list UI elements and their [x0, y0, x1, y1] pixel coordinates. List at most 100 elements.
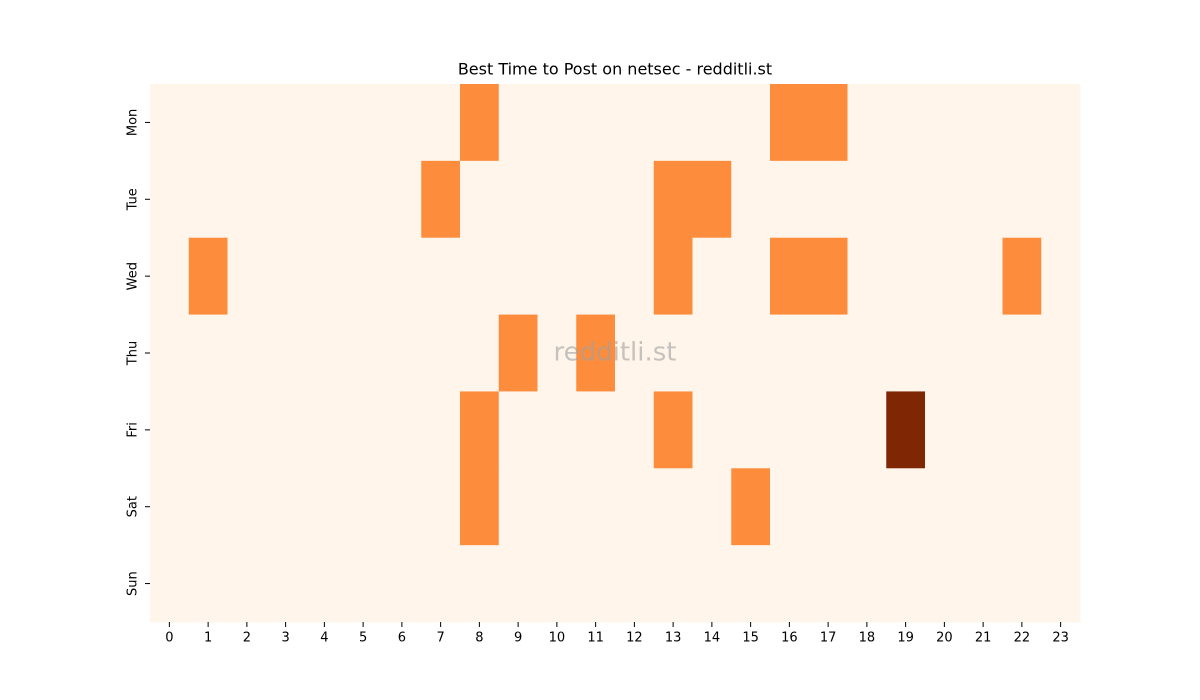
heat-cell	[963, 84, 1003, 162]
heat-cell	[343, 314, 383, 392]
heat-cell	[770, 237, 810, 316]
x-tick-label: 9	[514, 631, 522, 646]
heat-cell	[227, 545, 267, 623]
heat-cell	[421, 314, 461, 392]
heat-cell	[305, 84, 345, 162]
heat-cell	[770, 84, 810, 162]
x-tick-label: 13	[665, 631, 682, 646]
heat-cell	[150, 314, 190, 392]
heat-cell	[188, 84, 228, 162]
y-tick-label: Tue	[126, 188, 141, 211]
heat-cell	[150, 160, 190, 239]
heat-cell	[886, 545, 926, 623]
heat-cell	[498, 468, 538, 546]
heat-cell	[808, 237, 848, 316]
heat-cell	[615, 545, 655, 623]
heat-cell	[150, 237, 190, 316]
heat-cell	[343, 468, 383, 546]
heat-cell	[227, 391, 267, 469]
x-tick-label: 3	[281, 631, 289, 646]
heat-cell	[653, 391, 693, 469]
heat-cell	[266, 237, 306, 316]
heat-cell	[227, 468, 267, 546]
heat-cell	[770, 545, 810, 623]
heat-cell	[886, 160, 926, 239]
heat-cell	[227, 237, 267, 316]
heat-cell	[692, 314, 732, 392]
heat-cell	[343, 545, 383, 623]
heat-cell	[925, 545, 965, 623]
heat-cell	[615, 84, 655, 162]
heat-cell	[150, 84, 190, 162]
heat-cell	[382, 391, 422, 469]
heat-cell	[188, 160, 228, 239]
heat-cell	[653, 160, 693, 239]
heat-cell	[498, 314, 538, 392]
chart-title: Best Time to Post on netsec - redditli.s…	[458, 60, 772, 79]
heat-cell	[188, 237, 228, 316]
heat-cell	[886, 314, 926, 392]
watermark: redditli.st	[554, 338, 677, 368]
heat-cell	[1041, 314, 1081, 392]
heat-cell	[537, 160, 577, 239]
heat-cell	[692, 237, 732, 316]
heat-cell	[1041, 237, 1081, 316]
heat-cell	[576, 391, 616, 469]
heat-cell	[886, 468, 926, 546]
heat-cell	[188, 545, 228, 623]
heat-cell	[692, 545, 732, 623]
x-tick-label: 18	[859, 631, 876, 646]
heat-cell	[1041, 468, 1081, 546]
heat-cell	[770, 391, 810, 469]
heat-cell	[847, 237, 887, 316]
x-tick-label: 10	[549, 631, 566, 646]
heat-cell	[150, 391, 190, 469]
heat-cell	[421, 468, 461, 546]
x-tick-label: 19	[897, 631, 914, 646]
heat-cell	[305, 160, 345, 239]
heat-cell	[498, 160, 538, 239]
x-tick-label: 4	[320, 631, 328, 646]
heat-cell	[382, 237, 422, 316]
x-tick-label: 0	[165, 631, 173, 646]
heat-cell	[537, 84, 577, 162]
heat-cell	[227, 314, 267, 392]
heat-cell	[343, 237, 383, 316]
heat-cell	[421, 237, 461, 316]
heat-cell	[925, 468, 965, 546]
heat-cell	[692, 160, 732, 239]
heat-cell	[731, 545, 771, 623]
x-tick-label: 17	[820, 631, 837, 646]
heat-cell	[847, 160, 887, 239]
heat-cell	[963, 468, 1003, 546]
heat-cell	[537, 237, 577, 316]
heat-cell	[498, 545, 538, 623]
heat-cell	[305, 391, 345, 469]
heat-cell	[1041, 160, 1081, 239]
heat-cell	[847, 314, 887, 392]
heat-cell	[963, 237, 1003, 316]
x-tick-label: 15	[742, 631, 759, 646]
heat-cell	[770, 314, 810, 392]
heat-cell	[460, 237, 500, 316]
heat-cell	[1002, 391, 1042, 469]
heat-cell	[1002, 314, 1042, 392]
heat-cell	[925, 391, 965, 469]
y-tick-label: Mon	[126, 109, 141, 136]
heat-cell	[382, 545, 422, 623]
heat-cell	[188, 314, 228, 392]
heat-cell	[1041, 391, 1081, 469]
x-tick-label: 12	[626, 631, 643, 646]
heat-cell	[576, 314, 616, 392]
heat-cell	[382, 84, 422, 162]
heat-cell	[808, 391, 848, 469]
heat-cell	[808, 468, 848, 546]
heat-cell	[266, 160, 306, 239]
x-tick-label: 6	[398, 631, 406, 646]
heat-cell	[963, 314, 1003, 392]
heat-cell	[653, 468, 693, 546]
heat-cell	[1002, 468, 1042, 546]
heat-cell	[615, 314, 655, 392]
heat-cell	[731, 391, 771, 469]
heat-cell	[576, 468, 616, 546]
